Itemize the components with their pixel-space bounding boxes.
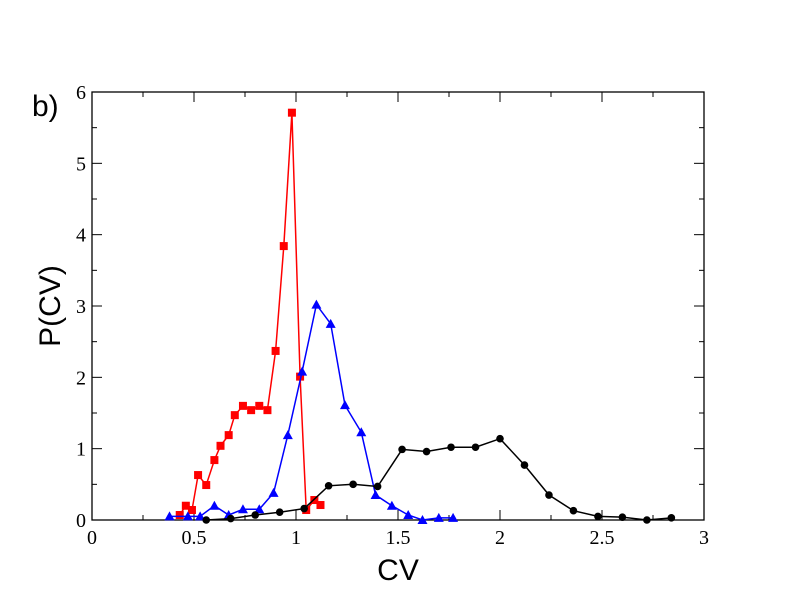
data-point	[448, 512, 459, 522]
data-point	[618, 513, 627, 521]
data-point	[282, 430, 293, 440]
panel-label: b)	[32, 90, 59, 123]
data-point	[164, 511, 175, 521]
data-point	[316, 501, 325, 510]
data-point	[202, 481, 211, 490]
data-point	[226, 514, 235, 523]
axis-ticks: 0 0.5 1 1.5 2 2.5 3 0 1 2 3 4 5 6	[76, 82, 709, 549]
x-tick-label: 2	[495, 527, 505, 549]
data-point	[370, 490, 381, 500]
data-point	[194, 471, 203, 480]
data-point	[594, 512, 602, 521]
series-line	[206, 437, 672, 521]
data-point	[471, 443, 480, 452]
data-point	[216, 441, 225, 450]
data-point	[182, 511, 193, 521]
data-point	[667, 514, 676, 522]
x-tick-label: 2.5	[590, 527, 615, 549]
x-tick-label: 0	[87, 527, 97, 549]
series-layer	[164, 108, 676, 524]
data-point	[349, 480, 357, 489]
data-point	[224, 431, 233, 440]
y-tick-label: 0	[76, 510, 86, 532]
data-point	[187, 506, 196, 515]
data-point	[386, 500, 397, 510]
data-point	[195, 511, 206, 521]
y-tick-label: 6	[76, 82, 86, 104]
data-point	[496, 434, 504, 443]
data-point	[324, 481, 333, 490]
x-tick-label: 0.5	[182, 527, 207, 549]
x-tick-label: 1	[291, 527, 301, 549]
data-point	[373, 482, 382, 491]
y-tick-label: 3	[76, 296, 86, 318]
data-point	[447, 443, 455, 452]
data-point	[287, 108, 296, 117]
data-point	[210, 456, 219, 465]
data-point	[175, 511, 184, 520]
data-point	[271, 346, 280, 355]
series-line	[179, 112, 321, 516]
data-point	[251, 511, 259, 519]
data-point	[325, 318, 336, 328]
data-point	[279, 242, 288, 251]
data-point	[311, 299, 322, 309]
data-point	[202, 516, 211, 524]
data-point	[422, 447, 431, 456]
data-point	[237, 504, 248, 514]
data-point	[643, 516, 651, 524]
data-point	[263, 406, 272, 415]
data-point	[255, 401, 264, 410]
data-point	[356, 427, 367, 437]
y-axis-title: P(CV)	[34, 265, 67, 347]
data-point	[545, 491, 553, 499]
data-point	[403, 510, 414, 520]
data-point	[230, 411, 239, 420]
data-point	[520, 461, 529, 469]
data-point	[181, 501, 190, 510]
data-point	[433, 512, 444, 522]
y-tick-label: 2	[76, 367, 86, 389]
data-point	[238, 401, 247, 410]
data-point	[569, 506, 578, 515]
data-point	[209, 500, 220, 510]
data-point	[398, 445, 406, 454]
data-point	[296, 372, 305, 381]
x-tick-label: 1.5	[386, 527, 411, 549]
series-line	[169, 302, 454, 521]
series-3	[202, 434, 676, 524]
x-tick-label: 3	[699, 527, 709, 549]
x-axis-title: CV	[377, 554, 419, 587]
data-point	[247, 406, 256, 415]
series-1	[175, 108, 325, 520]
data-point	[300, 504, 308, 513]
series-2	[164, 299, 459, 524]
data-point	[297, 366, 308, 376]
data-point	[275, 508, 284, 516]
y-tick-label: 4	[76, 225, 86, 247]
y-tick-label: 1	[76, 439, 86, 461]
data-point	[339, 400, 350, 410]
y-tick-label: 5	[76, 153, 86, 175]
data-point	[417, 515, 428, 524]
data-point	[268, 487, 279, 497]
data-point	[254, 504, 265, 514]
